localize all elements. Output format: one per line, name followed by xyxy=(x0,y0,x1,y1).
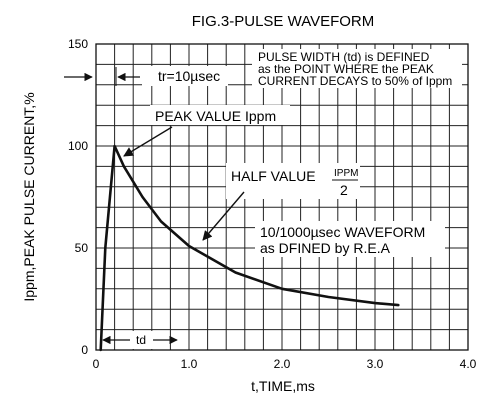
tr-label-box xyxy=(142,66,228,86)
waveform-series xyxy=(99,144,400,352)
y-tick-label: 150 xyxy=(68,37,88,51)
chart-title: FIG.3-PULSE WAVEFORM xyxy=(192,13,375,30)
waveform-curve xyxy=(99,144,400,352)
y-tick-label: 0 xyxy=(81,343,88,357)
half-value-label: HALF VALUE xyxy=(231,168,316,184)
x-tick-labels: 0 1.0 2.0 3.0 4.0 xyxy=(93,357,477,371)
pulse-width-note-box xyxy=(252,49,462,88)
y-tick-label: 100 xyxy=(68,139,88,153)
y-tick-label: 50 xyxy=(75,241,89,255)
x-tick-label: 3.0 xyxy=(367,357,384,371)
waveform-label-line-1: 10/1000µsec WAVEFORM xyxy=(260,224,425,240)
plot-frame xyxy=(95,43,469,351)
peak-label-box xyxy=(150,105,290,125)
plot-border xyxy=(95,43,469,351)
x-tick-label: 1.0 xyxy=(181,357,198,371)
x-tick-label: 0 xyxy=(93,357,100,371)
pulse-width-note-line-2: as the POINT WHERE the PEAK xyxy=(258,62,434,76)
x-tick-label: 4.0 xyxy=(460,357,477,371)
waveform-label-box xyxy=(255,221,445,257)
half-value-arrow xyxy=(202,191,245,241)
waveform-label-line-2: as DFINED by R.E.A xyxy=(260,240,391,256)
x-axis-label: t,TIME,ms xyxy=(251,378,315,394)
td-label: td xyxy=(136,333,146,347)
td-label-box xyxy=(127,331,155,349)
pulse-width-note-line-1: PULSE WIDTH (td) is DEFINED xyxy=(258,50,430,64)
peak-value-label: PEAK VALUE Ippm xyxy=(155,108,276,124)
x-tick-label: 2.0 xyxy=(274,357,291,371)
tr-label: tr=10µsec xyxy=(158,68,220,84)
y-tick-labels: 0 50 100 150 xyxy=(68,37,88,357)
pulse-width-note-line-3: CURRENT DECAYS to 50% of Ippm xyxy=(258,74,452,88)
half-value-box xyxy=(226,163,360,199)
y-axis-label: Ippm,PEAK PULSE CURRENT,% xyxy=(21,92,37,301)
half-value-denominator: 2 xyxy=(340,182,348,198)
half-value-numerator: IPPM xyxy=(334,168,358,179)
peak-arrow xyxy=(123,126,173,157)
